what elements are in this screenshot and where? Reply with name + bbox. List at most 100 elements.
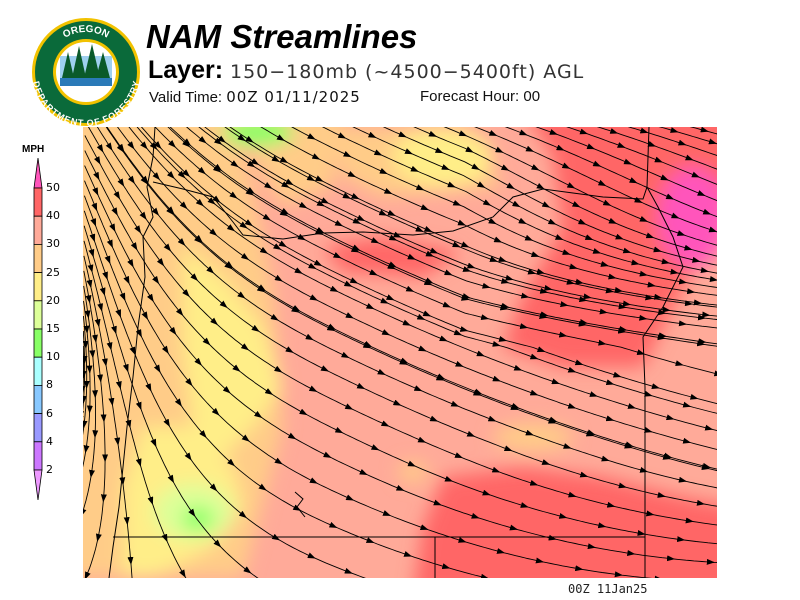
- streamline-arrow: [578, 320, 587, 327]
- streamline-arrow: [116, 144, 124, 153]
- streamline-arrow: [229, 191, 238, 199]
- streamline-arrow: [226, 224, 235, 232]
- legend-band: [33, 300, 43, 330]
- streamline-arrow: [87, 264, 94, 273]
- streamline-arrow: [299, 408, 308, 416]
- streamline-arrow: [493, 236, 503, 243]
- streamline-arrow: [279, 156, 289, 164]
- streamline-arrow: [560, 301, 569, 308]
- streamline-arrow: [644, 390, 653, 397]
- streamline-arrow: [344, 403, 354, 410]
- streamline: [84, 150, 717, 545]
- streamline-arrow: [211, 407, 220, 416]
- streamline-arrow: [246, 160, 256, 168]
- streamline-arrow: [308, 262, 317, 270]
- streamline-arrow: [369, 269, 378, 276]
- streamline-arrow: [177, 170, 186, 179]
- streamline-arrow: [381, 329, 391, 336]
- streamline-arrow: [566, 278, 575, 285]
- streamline-arrow: [188, 508, 196, 517]
- streamline-arrow: [529, 389, 539, 396]
- streamline-arrow: [709, 276, 717, 282]
- legend-unit: MPH: [22, 144, 45, 155]
- streamline-arrow: [608, 217, 617, 224]
- streamline-arrow: [530, 251, 540, 257]
- streamline: [198, 127, 717, 320]
- streamline-arrow: [536, 182, 545, 190]
- streamline-arrow: [274, 457, 283, 465]
- streamline-arrow: [313, 259, 323, 266]
- streamline-arrow: [444, 475, 453, 482]
- streamline-arrow: [574, 359, 584, 366]
- streamline-arrow: [84, 310, 91, 319]
- streamline-arrow: [135, 328, 142, 338]
- streamline-arrow: [332, 252, 342, 259]
- valid-time-label: Valid Time:: [149, 89, 223, 106]
- streamline-arrow: [94, 318, 101, 328]
- streamline-arrow: [489, 256, 498, 262]
- streamline-arrow: [492, 375, 501, 382]
- streamline-arrow: [182, 139, 191, 148]
- streamline-arrow: [536, 346, 546, 353]
- streamline-arrow: [392, 399, 402, 406]
- streamline-arrow: [145, 383, 152, 392]
- legend-tick-label: 15: [46, 322, 60, 335]
- streamline-arrow: [592, 248, 602, 254]
- streamline-arrow: [562, 249, 571, 255]
- streamline-arrow: [125, 419, 132, 429]
- streamline-arrow: [240, 343, 250, 351]
- streamline-arrow: [320, 365, 330, 372]
- streamline-arrow: [653, 246, 662, 253]
- streamline-arrow: [273, 243, 282, 250]
- streamline-arrow: [306, 174, 316, 182]
- streamline-arrow: [259, 246, 269, 254]
- streamline-arrow: [627, 403, 637, 409]
- streamline-arrow: [161, 533, 168, 543]
- streamline-arrow: [405, 285, 415, 292]
- streamline-arrow: [661, 258, 670, 265]
- streamline-arrow: [190, 273, 199, 282]
- streamline-arrow: [647, 281, 656, 288]
- streamline-arrow: [271, 155, 280, 162]
- streamline-arrow: [237, 291, 246, 299]
- streamline-arrow: [500, 164, 510, 171]
- streamline-arrow: [696, 340, 706, 347]
- streamline-arrow: [85, 294, 92, 304]
- streamline-arrow: [444, 269, 453, 276]
- streamline-arrow: [119, 292, 126, 302]
- streamline-arrow: [146, 293, 154, 303]
- streamline-arrow: [547, 417, 557, 424]
- streamline-arrow: [585, 430, 595, 437]
- streamline: [83, 240, 187, 578]
- streamline-arrow: [457, 536, 467, 543]
- streamline-arrow: [383, 187, 393, 195]
- streamline-arrow: [174, 398, 182, 407]
- streamline-arrow: [168, 139, 176, 148]
- streamline-arrow: [359, 468, 368, 475]
- streamline-arrow: [380, 420, 390, 427]
- streamline-arrow: [678, 278, 688, 285]
- streamline-arrow: [519, 323, 529, 330]
- streamline: [504, 127, 717, 218]
- streamline-arrow: [388, 234, 398, 241]
- legend-band: [33, 272, 43, 302]
- streamline-arrow: [166, 207, 174, 216]
- streamline-arrow: [584, 234, 594, 241]
- streamline-arrow: [460, 294, 470, 301]
- streamline-arrow: [129, 346, 136, 356]
- streamline-arrow: [315, 175, 324, 182]
- streamline-arrow: [614, 571, 623, 578]
- legend-band: [33, 328, 43, 358]
- legend-tick-label: 8: [46, 378, 53, 392]
- streamline-arrow: [462, 266, 472, 272]
- streamline-arrow: [398, 131, 407, 138]
- streamline-arrow: [589, 391, 598, 397]
- streamline-arrow: [442, 301, 451, 308]
- streamline-arrow: [127, 258, 134, 268]
- streamline-arrow: [106, 239, 113, 248]
- streamline-arrow: [279, 209, 289, 217]
- streamline-arrow: [472, 389, 482, 396]
- streamline-arrow: [370, 237, 380, 244]
- streamline-arrow: [197, 166, 206, 175]
- page-title: NAM Streamlines: [146, 18, 418, 55]
